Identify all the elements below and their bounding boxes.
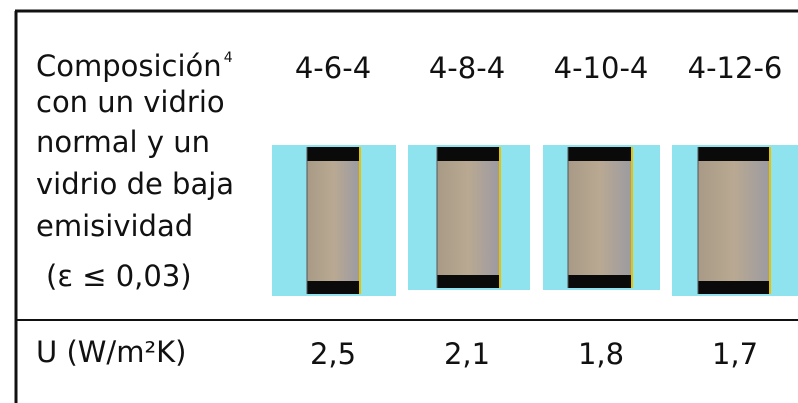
spacer-top — [307, 147, 360, 161]
column-header: 4-10-4 — [554, 51, 649, 85]
spacer-top — [568, 147, 632, 161]
row-header-line: con un vidrio — [36, 85, 225, 119]
air-gap — [698, 147, 770, 294]
row-header-line: emisividad — [36, 209, 193, 243]
spacer-bottom — [568, 275, 632, 288]
table-figure: Composición4 con un vidrio normal y un vidr… — [0, 0, 798, 403]
air-gap — [307, 147, 360, 294]
spacer-bottom — [437, 275, 500, 288]
air-gap — [437, 147, 500, 288]
condition: (ε ≤ 0,03) — [46, 259, 192, 293]
row-header-line: normal y un — [36, 125, 210, 159]
spacer-bottom — [307, 281, 360, 294]
row-label: U (W/m²K) — [36, 335, 186, 369]
row-header-line: Composición — [36, 49, 222, 83]
column-header: 4-6-4 — [295, 51, 371, 85]
u-value: 1,8 — [578, 337, 624, 371]
u-value: 1,7 — [712, 337, 758, 371]
column-header: 4-12-6 — [688, 51, 783, 85]
u-value: 2,5 — [310, 337, 356, 371]
spacer-bottom — [698, 281, 770, 294]
footnote-mark: 4 — [224, 50, 233, 66]
air-gap — [568, 147, 632, 288]
glazing-icons — [272, 145, 798, 296]
spacer-top — [437, 147, 500, 161]
spacer-top — [698, 147, 770, 161]
u-value: 2,1 — [444, 337, 490, 371]
column-header: 4-8-4 — [429, 51, 505, 85]
row-header-line: vidrio de baja — [36, 167, 234, 201]
